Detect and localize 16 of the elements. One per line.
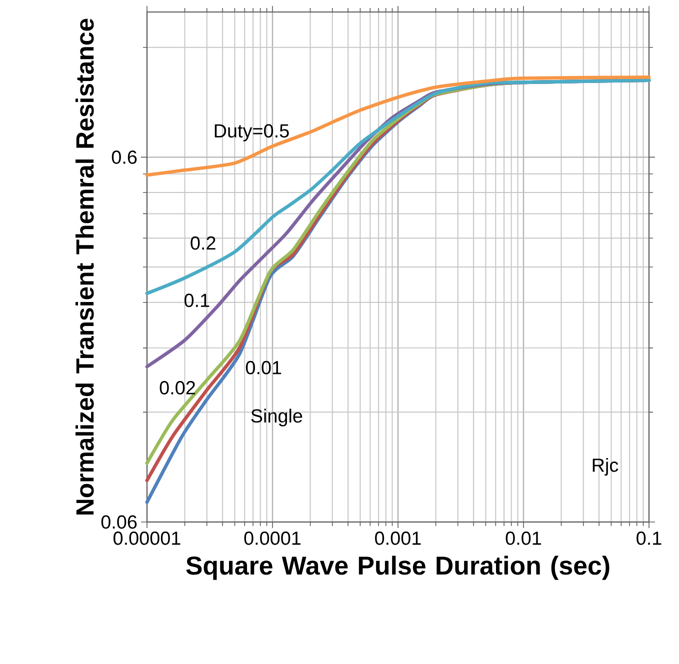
series-label: Duty=0.5 <box>214 124 289 142</box>
series-label: 0.1 <box>184 294 210 308</box>
x-tick-label: 0.001 <box>375 531 421 545</box>
x-tick-label: 0.01 <box>506 531 541 545</box>
annotation: Rjc <box>592 458 618 476</box>
y-axis-title: Normalized Transient Themral Resistance <box>76 18 94 514</box>
series-label: 0.2 <box>190 236 216 250</box>
x-tick-label: 0.0001 <box>244 531 300 545</box>
x-tick-label: 0.00001 <box>114 531 180 545</box>
text: Single <box>251 408 302 426</box>
series-label: 0.01 <box>246 360 282 374</box>
x-tick-label: 0.1 <box>636 531 662 545</box>
x-axis-title: Square Wave Pulse Duration (sec) <box>186 556 610 580</box>
y-tick-label: 0.6 <box>112 150 137 164</box>
y-tick-label: 0.06 <box>101 515 137 529</box>
series-label: 0.02 <box>160 381 195 394</box>
